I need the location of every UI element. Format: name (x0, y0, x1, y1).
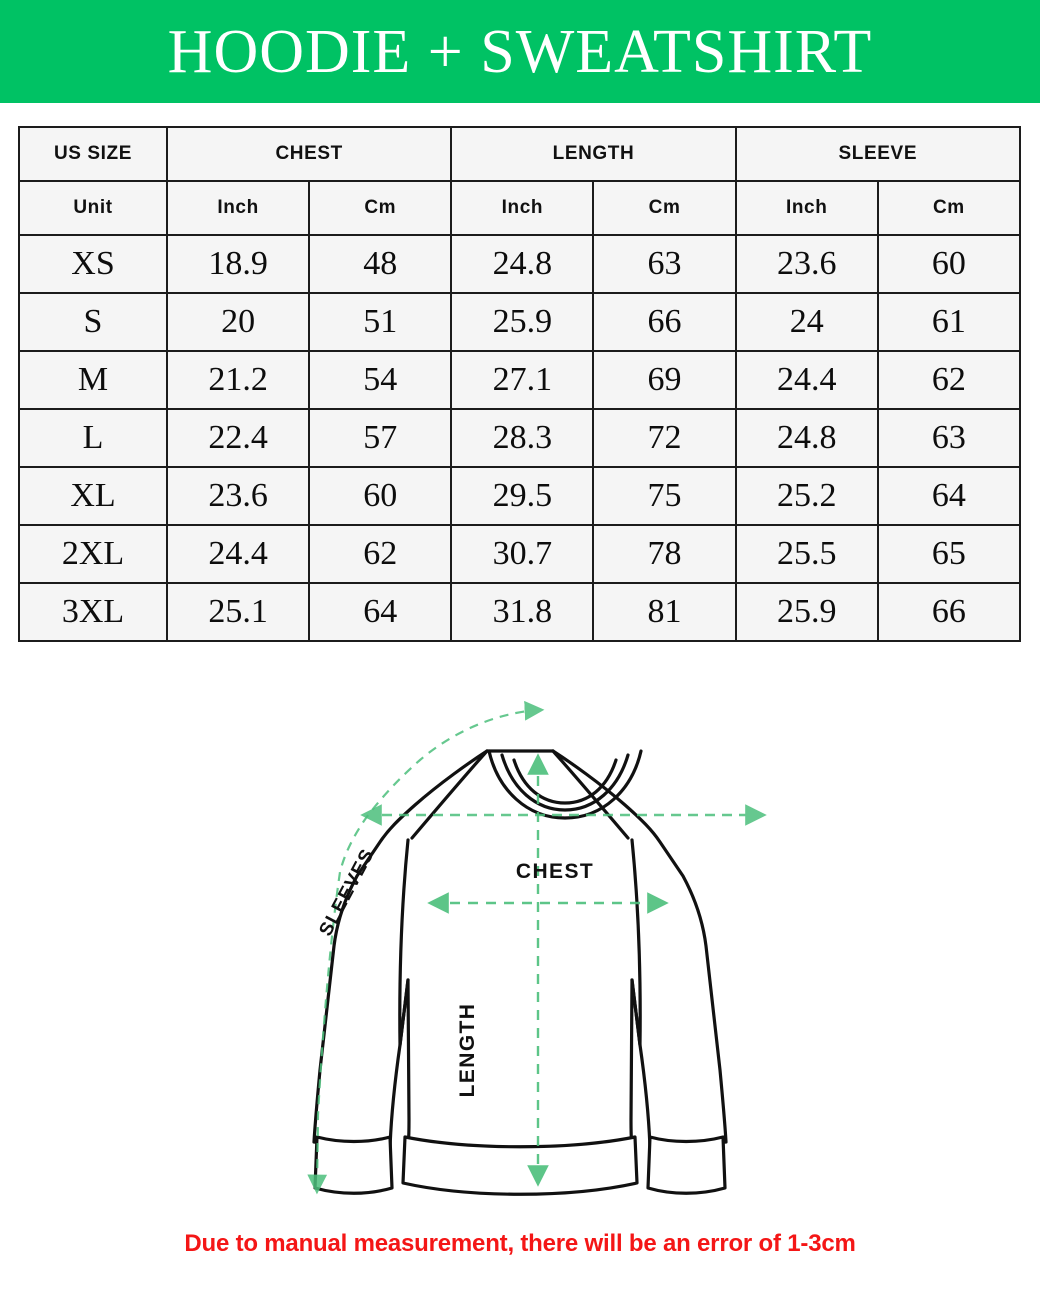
cell-length_inch: 29.5 (450, 466, 595, 526)
cell-size: XL (18, 466, 168, 526)
cell-size: 3XL (18, 582, 168, 642)
table-head: US SIZE CHEST LENGTH SLEEVE Unit Inch Cm… (18, 126, 1022, 236)
cell-length_cm: 81 (592, 582, 737, 642)
cell-chest_cm: 54 (308, 350, 453, 410)
cell-length_inch: 25.9 (450, 292, 595, 352)
cell-chest_cm: 57 (308, 408, 453, 468)
cell-chest_cm: 60 (308, 466, 453, 526)
cell-length_cm: 69 (592, 350, 737, 410)
length-label: LENGTH (456, 1003, 479, 1098)
measurement-disclaimer: Due to manual measurement, there will be… (184, 1230, 856, 1257)
right-cuff-icon (646, 1135, 727, 1195)
table-row: XS 18.9 48 24.8 63 23.6 60 (18, 234, 1022, 294)
cell-length_inch: 31.8 (450, 582, 595, 642)
table-row: L 22.4 57 28.3 72 24.8 63 (18, 408, 1022, 468)
cell-sleeve_inch: 25.5 (734, 524, 879, 584)
cell-length_cm: 75 (592, 466, 737, 526)
table-unit-header-row: Unit Inch Cm Inch Cm Inch Cm (18, 180, 1022, 236)
table-row: 2XL 24.4 62 30.7 78 25.5 65 (18, 524, 1022, 584)
cell-length_cm: 63 (592, 234, 737, 294)
cell-chest_inch: 25.1 (165, 582, 311, 642)
column-header-sleeve-inch: Inch (734, 180, 879, 236)
cell-sleeve_inch: 24 (734, 292, 879, 352)
column-group-chest: CHEST (165, 126, 453, 182)
cell-chest_inch: 24.4 (165, 524, 311, 584)
cell-sleeve_cm: 60 (876, 234, 1022, 294)
cell-size: M (18, 350, 168, 410)
cell-length_inch: 30.7 (450, 524, 595, 584)
cell-sleeve_inch: 24.4 (734, 350, 879, 410)
column-header-length-inch: Inch (450, 180, 595, 236)
cell-sleeve_inch: 25.9 (734, 582, 879, 642)
cell-sleeve_cm: 62 (876, 350, 1022, 410)
cell-sleeve_cm: 61 (876, 292, 1022, 352)
cell-sleeve_cm: 64 (876, 466, 1022, 526)
cell-length_cm: 66 (592, 292, 737, 352)
cell-sleeve_inch: 24.8 (734, 408, 879, 468)
cell-length_cm: 72 (592, 408, 737, 468)
table-row: 3XL 25.1 64 31.8 81 25.9 66 (18, 582, 1022, 642)
table-group-header-row: US SIZE CHEST LENGTH SLEEVE (18, 126, 1022, 182)
page-banner: HOODIE + SWEATSHIRT (0, 0, 1040, 103)
cell-chest_inch: 18.9 (165, 234, 311, 294)
column-header-chest-inch: Inch (165, 180, 311, 236)
garment-measurement-diagram: CHEST LENGTH SLEEVES (0, 650, 1040, 1230)
cell-sleeve_cm: 65 (876, 524, 1022, 584)
table-row: S 20 51 25.9 66 24 61 (18, 292, 1022, 352)
cell-chest_cm: 48 (308, 234, 453, 294)
cell-sleeve_inch: 23.6 (734, 234, 879, 294)
size-chart-table: US SIZE CHEST LENGTH SLEEVE Unit Inch Cm… (18, 126, 1022, 642)
table-row: M 21.2 54 27.1 69 24.4 62 (18, 350, 1022, 410)
cell-length_inch: 28.3 (450, 408, 595, 468)
cell-chest_inch: 23.6 (165, 466, 311, 526)
size-chart-table-wrapper: US SIZE CHEST LENGTH SLEEVE Unit Inch Cm… (18, 126, 1022, 642)
column-header-sleeve-cm: Cm (876, 180, 1022, 236)
cell-size: L (18, 408, 168, 468)
cell-size: 2XL (18, 524, 168, 584)
chest-label: CHEST (516, 860, 594, 883)
hem-band-icon (401, 1135, 639, 1196)
cell-size: XS (18, 234, 168, 294)
cell-chest_inch: 22.4 (165, 408, 311, 468)
column-group-sleeve: SLEEVE (734, 126, 1022, 182)
cell-chest_cm: 51 (308, 292, 453, 352)
cell-sleeve_cm: 66 (876, 582, 1022, 642)
table-body: XS 18.9 48 24.8 63 23.6 60 S 20 51 25.9 66 24 61 M 21.2… (18, 234, 1022, 642)
cell-length_inch: 27.1 (450, 350, 595, 410)
cell-sleeve_cm: 63 (876, 408, 1022, 468)
cell-size: S (18, 292, 168, 352)
column-header-length-cm: Cm (592, 180, 737, 236)
left-cuff-icon (313, 1135, 394, 1195)
cell-length_inch: 24.8 (450, 234, 595, 294)
cell-sleeve_inch: 25.2 (734, 466, 879, 526)
column-header-chest-cm: Cm (308, 180, 453, 236)
sleeve-measurement-guide (307, 700, 545, 1195)
column-group-us-size: US SIZE (18, 126, 168, 182)
table-row: XL 23.6 60 29.5 75 25.2 64 (18, 466, 1022, 526)
cell-length_cm: 78 (592, 524, 737, 584)
cell-chest_cm: 64 (308, 582, 453, 642)
cell-chest_inch: 20 (165, 292, 311, 352)
cell-chest_cm: 62 (308, 524, 453, 584)
column-header-unit: Unit (18, 180, 168, 236)
page-title: HOODIE + SWEATSHIRT (167, 17, 873, 86)
cell-chest_inch: 21.2 (165, 350, 311, 410)
column-group-length: LENGTH (450, 126, 737, 182)
